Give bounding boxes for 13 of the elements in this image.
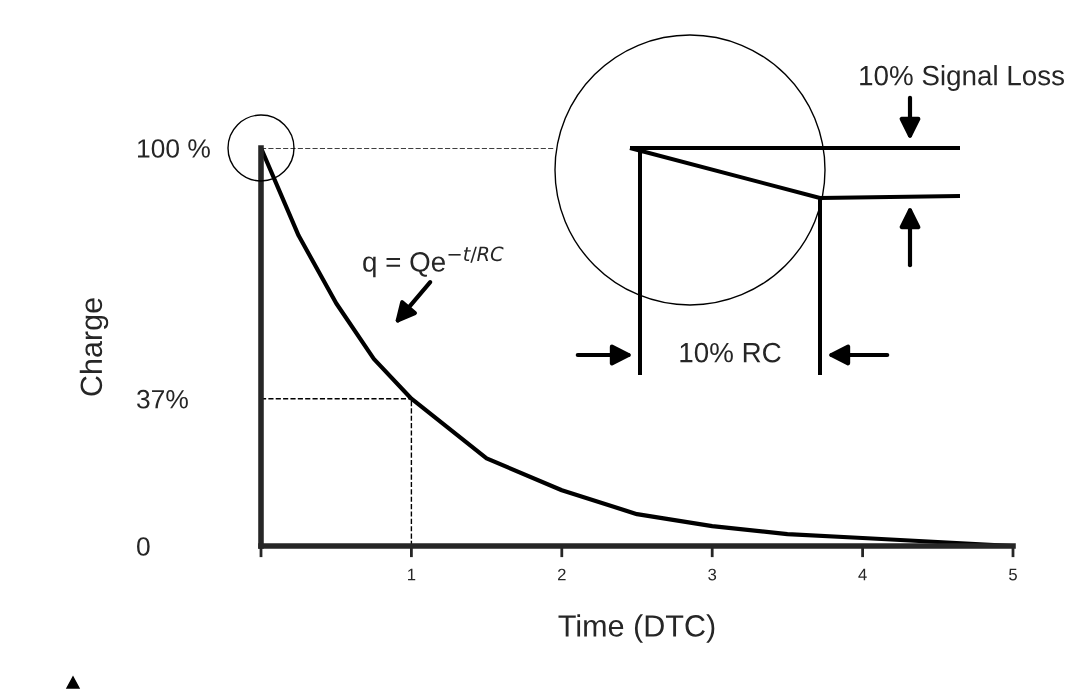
x-tick-label: 2 [558, 568, 566, 581]
x-tick-label: 3 [708, 568, 717, 581]
y-tick-label: 100 % [138, 139, 210, 158]
x-tick-label: 5 [1009, 568, 1017, 581]
annotation: 10% RC [680, 342, 781, 363]
y-axis-title: Charge [79, 298, 109, 396]
text: 10% Signal Loss [860, 65, 1065, 91]
y-tick-label: 0 [137, 537, 150, 556]
x-axis-title: Time (DTC) [558, 614, 715, 643]
y-tick-label: 37% [137, 389, 188, 409]
annotation: q = Qe$^{−t/RC}$ [363, 246, 504, 278]
x-tick-label: 1 [408, 568, 416, 581]
x-tick-label: 4 [858, 568, 867, 581]
